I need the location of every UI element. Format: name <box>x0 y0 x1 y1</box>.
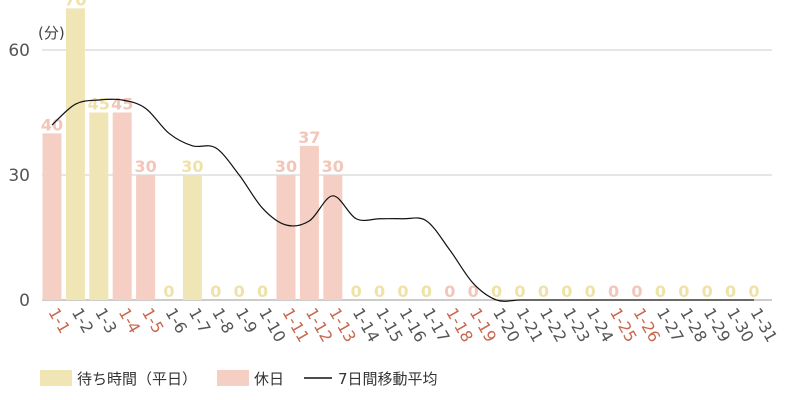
bar-value-label: 37 <box>298 128 320 147</box>
x-tick-label: 1-9 <box>232 305 262 337</box>
bar-value-labels: 4070454530030000303730000000000000000000 <box>41 0 760 301</box>
bar-value-label: 30 <box>181 157 203 176</box>
bar-value-label: 0 <box>748 282 759 301</box>
x-tick-label: 1-7 <box>185 305 215 337</box>
bar-value-label: 0 <box>678 282 689 301</box>
x-tick-label: 1-6 <box>162 305 192 337</box>
bar-value-label: 45 <box>88 95 110 114</box>
moving-average-line <box>51 98 754 302</box>
bar <box>323 175 343 300</box>
x-tick-label: 1-1 <box>45 305 75 337</box>
legend: 待ち時間（平日） 休日 7日間移動平均 <box>40 370 438 388</box>
bar-value-label: 0 <box>163 282 174 301</box>
bar-value-label: 45 <box>111 95 133 114</box>
legend-label: 7日間移動平均 <box>338 370 438 388</box>
legend-label: 休日 <box>254 370 284 388</box>
bar-value-label: 0 <box>702 282 713 301</box>
y-tick-label: 60 <box>8 41 30 61</box>
bar-value-label: 0 <box>655 282 666 301</box>
x-tick-label: 1-4 <box>115 305 145 337</box>
bar-value-label: 0 <box>468 282 479 301</box>
x-tick-label: 1-3 <box>91 305 121 337</box>
bar-value-label: 0 <box>608 282 619 301</box>
legend-label: 待ち時間（平日） <box>77 370 197 388</box>
y-tick-labels: 0 30 60 <box>8 41 30 311</box>
bar-value-label: 30 <box>322 157 344 176</box>
bar <box>136 175 156 300</box>
bar-value-label: 30 <box>134 157 156 176</box>
bar <box>182 175 202 300</box>
bar-value-label: 0 <box>210 282 221 301</box>
x-tick-label: 1-8 <box>208 305 238 337</box>
y-tick-label: 30 <box>8 166 30 186</box>
bar-value-label: 0 <box>514 282 525 301</box>
bars <box>42 8 343 300</box>
bar-value-label: 0 <box>538 282 549 301</box>
bar <box>89 112 109 300</box>
bar <box>299 145 319 300</box>
legend-swatch <box>217 370 249 386</box>
x-tick-labels: 1-11-21-31-41-51-61-71-81-91-101-111-121… <box>45 305 782 346</box>
y-tick-label: 0 <box>19 291 30 311</box>
bar <box>112 112 132 300</box>
bar-value-label: 0 <box>585 282 596 301</box>
bar-value-label: 0 <box>561 282 572 301</box>
moving-average-layer <box>51 98 754 302</box>
bar-value-label: 70 <box>64 0 86 9</box>
legend-swatch <box>40 370 72 386</box>
bar-value-label: 0 <box>351 282 362 301</box>
bar <box>42 133 62 300</box>
bar-value-label: 0 <box>257 282 268 301</box>
bar-value-label: 0 <box>421 282 432 301</box>
bar <box>276 175 296 300</box>
bar-value-label: 0 <box>444 282 455 301</box>
bar-value-label: 30 <box>275 157 297 176</box>
x-tick-label: 1-5 <box>138 305 168 337</box>
bar-value-label: 0 <box>374 282 385 301</box>
bar <box>65 8 85 300</box>
bar-value-label: 0 <box>234 282 245 301</box>
bar-value-label: 0 <box>631 282 642 301</box>
bar-value-label: 0 <box>397 282 408 301</box>
bar-value-label: 0 <box>491 282 502 301</box>
y-axis-unit-label: (分) <box>38 24 65 42</box>
bar-value-label: 0 <box>725 282 736 301</box>
x-tick-label: 1-2 <box>68 305 98 337</box>
